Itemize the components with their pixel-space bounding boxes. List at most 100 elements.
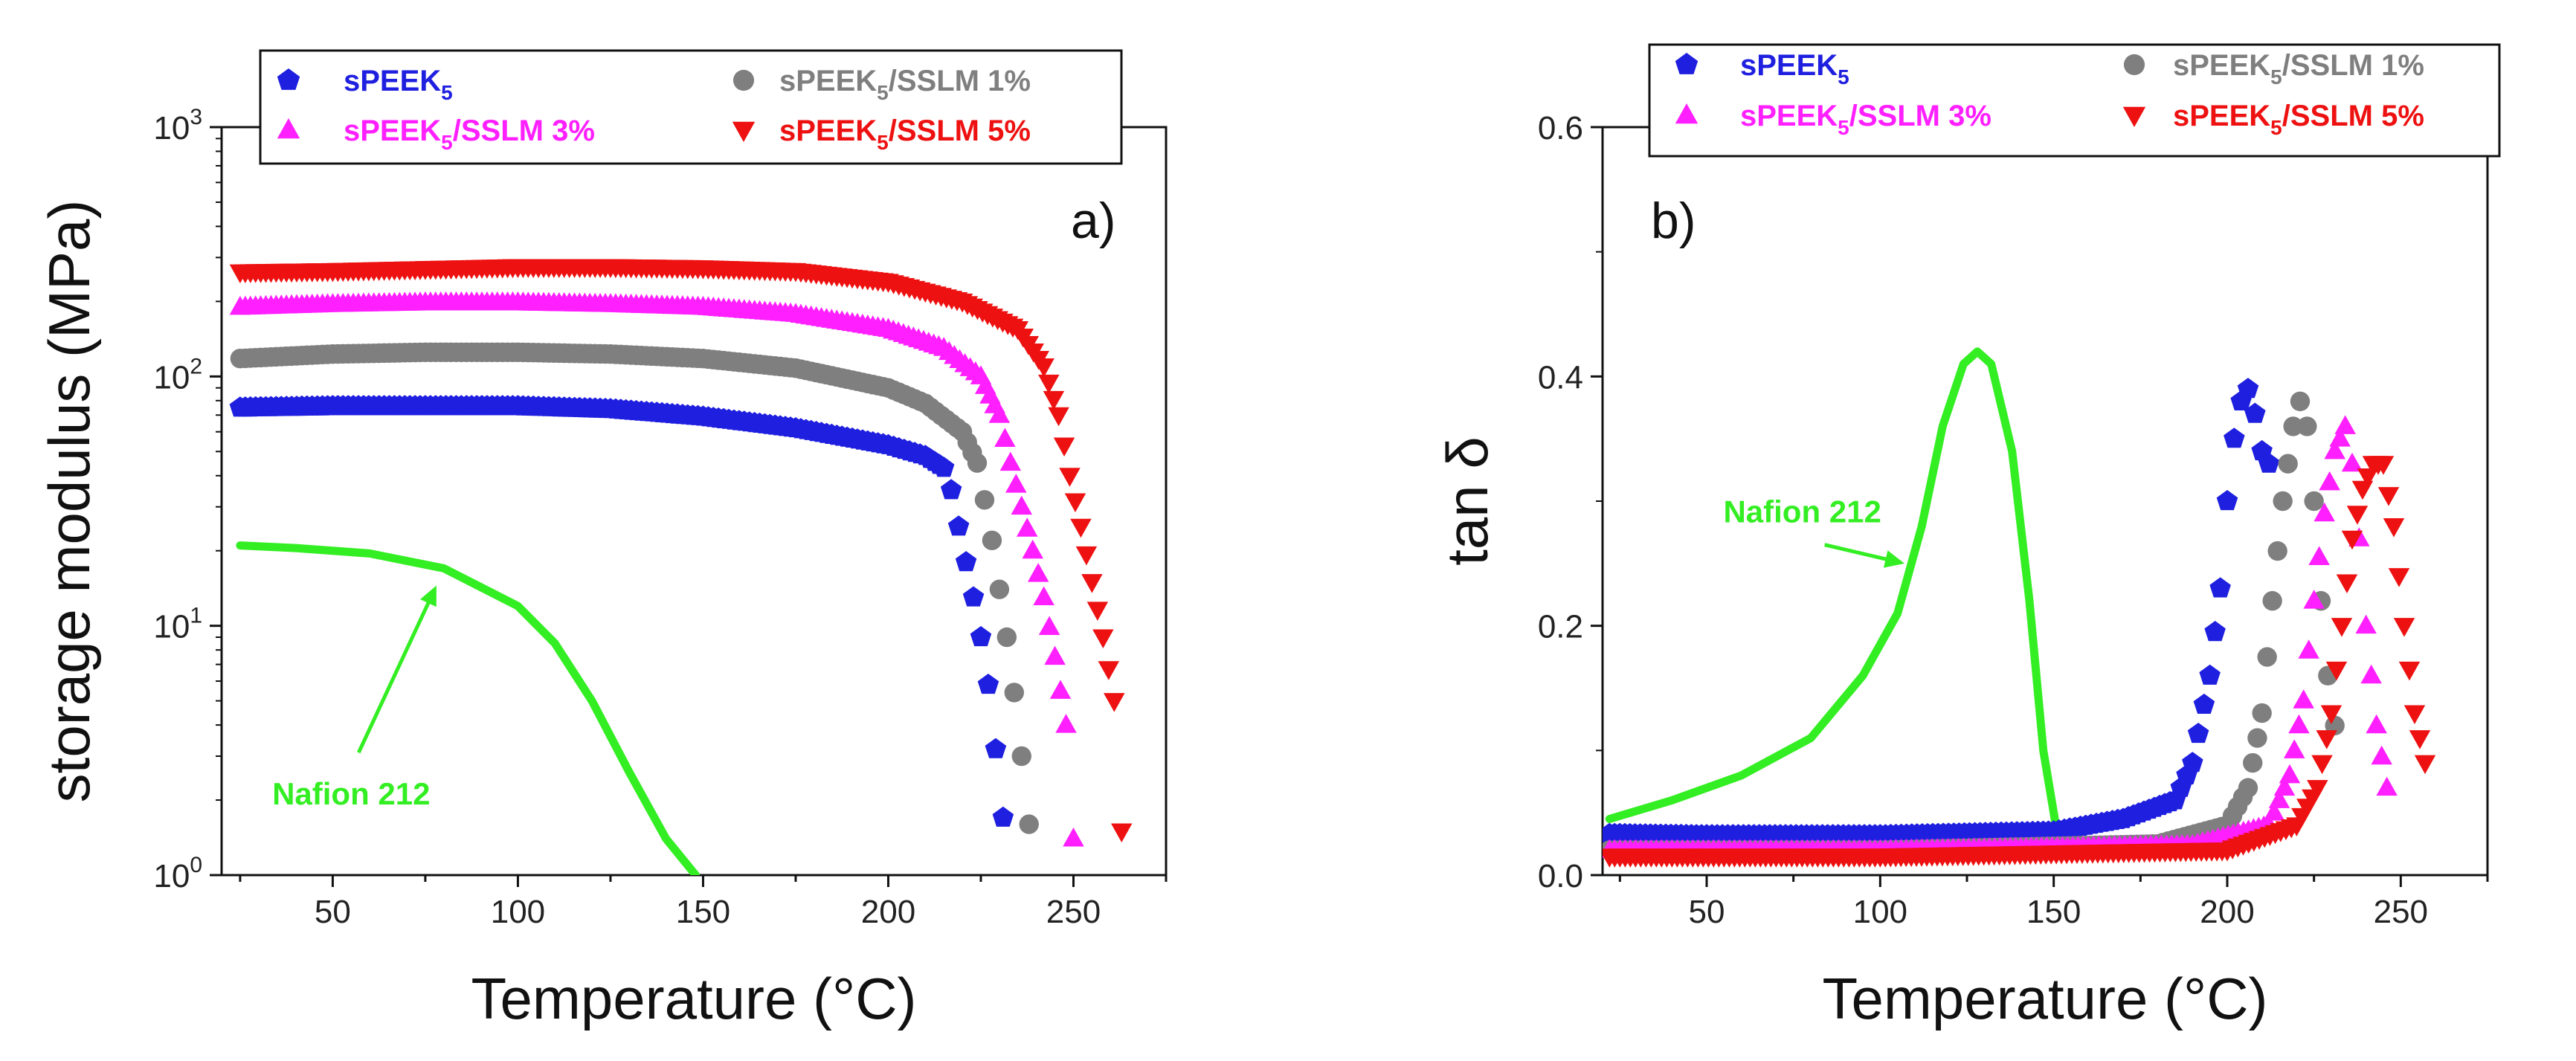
data-point bbox=[2336, 574, 2358, 593]
data-point bbox=[2267, 541, 2287, 561]
x-tick-label: 100 bbox=[491, 894, 545, 930]
data-point bbox=[2283, 739, 2305, 758]
panel-label: b) bbox=[1651, 193, 1696, 249]
data-point bbox=[2341, 452, 2363, 472]
legend-marker-ssl5 bbox=[2122, 106, 2146, 127]
data-point bbox=[1063, 827, 1084, 847]
series-line-nafion bbox=[1605, 347, 2061, 839]
chart-panel-a: 50 100 150 200 250 100 101 102 103 Temperature (°… bbox=[36, 49, 1168, 1031]
data-point bbox=[2346, 506, 2369, 525]
data-point bbox=[2199, 664, 2221, 685]
data-point bbox=[2414, 755, 2436, 775]
data-point bbox=[1092, 629, 1114, 649]
data-point bbox=[1011, 495, 1033, 515]
data-point bbox=[2393, 618, 2415, 637]
series-ssl3 bbox=[1603, 415, 2398, 858]
data-point bbox=[2290, 391, 2311, 412]
data-point bbox=[2307, 780, 2328, 799]
data-point bbox=[977, 674, 999, 694]
y-tick-label: 102 bbox=[153, 354, 202, 396]
x-tick-label: 100 bbox=[1853, 894, 1907, 930]
x-tick-label: 150 bbox=[676, 894, 730, 930]
y-axis-title: storage modulus (MPa) bbox=[36, 200, 102, 803]
data-point bbox=[2187, 723, 2209, 744]
data-point bbox=[2238, 778, 2258, 798]
data-point bbox=[989, 579, 1010, 599]
data-point bbox=[2273, 491, 2293, 512]
legend-box bbox=[1648, 43, 2501, 158]
data-point bbox=[2376, 776, 2398, 796]
data-point bbox=[2325, 661, 2348, 681]
x-axis-title: Temperature (°C) bbox=[1822, 966, 2267, 1031]
data-point bbox=[2341, 530, 2363, 550]
data-point bbox=[1043, 390, 1065, 410]
data-point bbox=[1033, 358, 1054, 378]
data-point bbox=[2243, 752, 2263, 773]
data-point bbox=[2204, 621, 2226, 642]
data-point bbox=[1011, 746, 1031, 767]
data-point bbox=[988, 404, 1011, 423]
data-point bbox=[940, 479, 962, 500]
x-tick-label: 150 bbox=[2026, 894, 2081, 930]
data-point bbox=[2320, 705, 2342, 725]
annotation-label: Nafion 212 bbox=[1723, 494, 1881, 529]
data-point bbox=[2403, 705, 2426, 725]
data-point bbox=[2258, 452, 2280, 473]
data-point bbox=[974, 490, 995, 510]
legend-label-ssl5: sPEEK5/SSLM 5% bbox=[779, 115, 1031, 154]
data-point bbox=[2288, 714, 2310, 734]
data-point bbox=[1081, 574, 1103, 593]
data-point bbox=[933, 457, 955, 477]
legend-marker-speek bbox=[1675, 53, 1698, 74]
data-point bbox=[2209, 577, 2231, 598]
data-point bbox=[2360, 664, 2382, 684]
y-tick-label: 103 bbox=[153, 105, 202, 146]
legend-label-speek: sPEEK5 bbox=[344, 65, 453, 104]
series-speek bbox=[1603, 378, 2280, 845]
data-point bbox=[2237, 378, 2259, 399]
data-point bbox=[2293, 689, 2314, 709]
y-tick-label: 0.6 bbox=[1538, 110, 1583, 146]
data-point bbox=[2216, 490, 2238, 511]
legend-marker-ssl3 bbox=[1675, 103, 1698, 124]
data-point bbox=[992, 806, 1014, 827]
x-tick-label: 50 bbox=[315, 894, 351, 930]
data-point bbox=[962, 586, 985, 607]
series-ssl5 bbox=[1603, 456, 2436, 868]
data-point bbox=[1098, 661, 1120, 680]
data-point bbox=[1005, 474, 1027, 493]
data-point bbox=[2268, 789, 2290, 808]
data-point bbox=[2383, 518, 2405, 538]
data-point bbox=[1053, 437, 1075, 457]
y-tick-label: 101 bbox=[153, 604, 202, 645]
x-tick-label: 250 bbox=[2374, 894, 2428, 930]
data-point bbox=[2262, 590, 2282, 611]
data-point bbox=[1064, 493, 1086, 512]
x-tick-label: 200 bbox=[2200, 894, 2254, 930]
x-tick-label: 50 bbox=[1689, 894, 1725, 930]
legend-marker-ssl1 bbox=[2123, 54, 2145, 76]
annotation-label: Nafion 212 bbox=[272, 776, 430, 811]
data-point bbox=[2263, 802, 2285, 821]
data-point bbox=[2351, 480, 2374, 500]
data-point bbox=[947, 515, 970, 536]
data-point bbox=[1019, 814, 1039, 834]
data-point bbox=[999, 451, 1022, 471]
x-axis-title: Temperature (°C) bbox=[471, 966, 916, 1031]
legend-box bbox=[259, 49, 1123, 165]
legend-marker-ssl3 bbox=[277, 118, 300, 139]
series-line-nafion bbox=[236, 541, 700, 875]
data-point bbox=[2303, 590, 2325, 609]
series-speek bbox=[229, 395, 1014, 827]
legend-marker-ssl5 bbox=[732, 121, 756, 142]
data-point bbox=[1104, 693, 1125, 712]
x-tick-label: 200 bbox=[861, 894, 915, 930]
data-point bbox=[2283, 416, 2303, 436]
x-tick-label: 250 bbox=[1046, 894, 1101, 930]
data-point bbox=[1075, 546, 1098, 566]
data-point bbox=[2355, 614, 2377, 634]
data-point bbox=[2279, 764, 2301, 784]
series-nafion bbox=[1605, 347, 2061, 839]
data-point bbox=[2224, 428, 2245, 448]
